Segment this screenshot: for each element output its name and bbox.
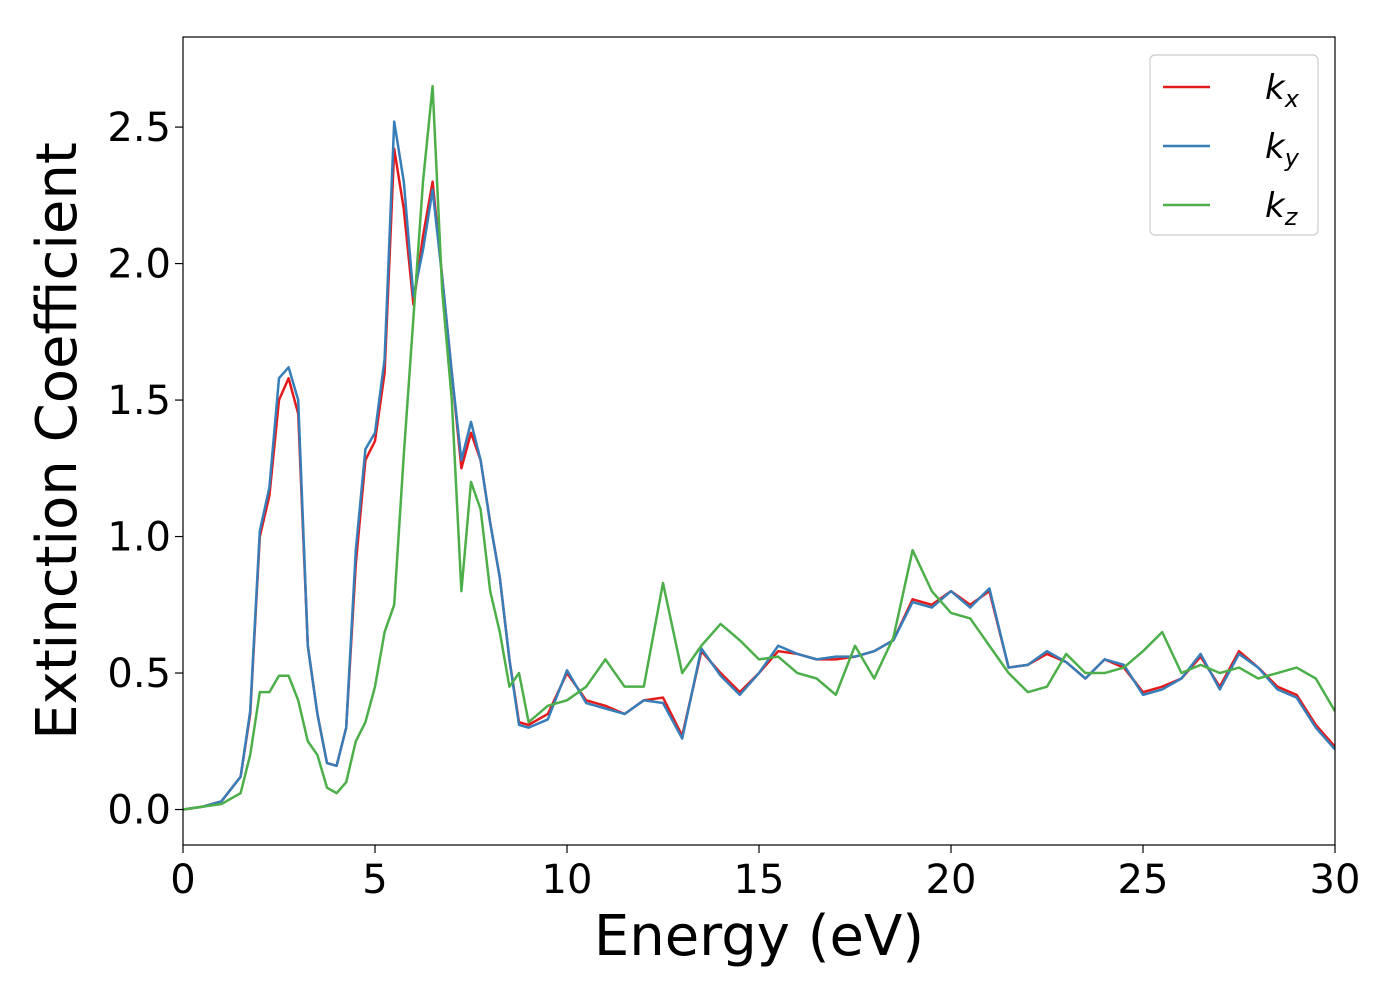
y-tick-label: 0.5 [107, 651, 171, 697]
y-tick-label: 1.0 [107, 515, 171, 561]
x-tick-label: 10 [542, 857, 593, 903]
x-tick-label: 15 [734, 857, 785, 903]
legend-label: kx [1265, 68, 1300, 113]
y-tick-label: 2.5 [107, 105, 171, 151]
x-tick-label: 5 [362, 857, 387, 903]
y-tick-label: 1.5 [107, 378, 171, 424]
y-tick-label: 2.0 [107, 242, 171, 288]
y-tick-label: 0.0 [107, 788, 171, 834]
axes-frame [182, 36, 1336, 846]
x-tick-label: 0 [170, 857, 195, 903]
legend-label: kz [1265, 186, 1299, 231]
y-axis-label: Extinction Coefficient [25, 142, 90, 740]
x-tick-label: 20 [926, 857, 977, 903]
x-axis-label: Energy (eV) [594, 904, 924, 969]
x-tick-label: 30 [1310, 857, 1361, 903]
x-tick-label: 25 [1118, 857, 1169, 903]
legend-label: ky [1265, 127, 1300, 172]
legend-box [1149, 54, 1319, 236]
line-series [183, 147, 1335, 811]
line-series [183, 84, 1335, 811]
plot-area [183, 84, 1335, 811]
line-series [183, 120, 1335, 811]
